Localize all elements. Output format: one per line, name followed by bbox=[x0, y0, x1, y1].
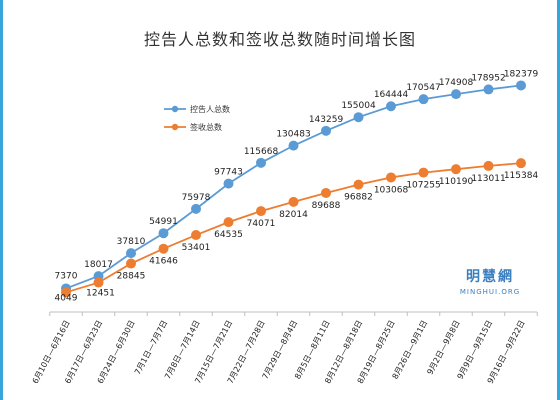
data-label: 143259 bbox=[309, 115, 344, 125]
data-label: 12451 bbox=[86, 289, 115, 299]
data-label: 155004 bbox=[341, 101, 376, 111]
data-point bbox=[191, 230, 201, 241]
x-tick-label: 8月5日—8月11日 bbox=[293, 319, 332, 381]
data-label: 113011 bbox=[471, 174, 505, 184]
minghui-watermark: 明慧網 MINGHUI.ORG bbox=[460, 268, 520, 296]
legend-label: 控告人总数 bbox=[190, 104, 230, 114]
x-tick-label: 7月1日—7月7日 bbox=[133, 319, 169, 377]
legend-marker bbox=[171, 123, 179, 131]
data-label: 75978 bbox=[182, 193, 211, 203]
data-point bbox=[418, 94, 429, 105]
x-tick-label: 9月16日—9月22日 bbox=[486, 319, 527, 386]
x-tick-label: 7月29日—8月4日 bbox=[261, 319, 300, 381]
x-tick-label: 7月8日—7月14日 bbox=[163, 319, 202, 381]
data-label: 182379 bbox=[504, 69, 539, 79]
data-label: 97743 bbox=[214, 168, 243, 178]
data-point bbox=[158, 243, 169, 254]
data-label: 96882 bbox=[344, 193, 373, 203]
data-label: 130483 bbox=[276, 130, 310, 140]
data-label: 4049 bbox=[55, 293, 78, 303]
data-point bbox=[483, 160, 494, 171]
data-label: 115384 bbox=[504, 171, 539, 181]
data-label: 28845 bbox=[117, 272, 146, 282]
data-point bbox=[288, 196, 299, 207]
series-layer bbox=[61, 80, 526, 298]
data-point bbox=[126, 248, 136, 259]
data-point bbox=[158, 228, 169, 239]
data-point bbox=[451, 164, 461, 175]
watermark-line1: 明慧網 bbox=[466, 268, 514, 285]
data-point bbox=[288, 140, 299, 151]
legend-marker bbox=[171, 105, 179, 113]
watermark-line2: MINGHUI.ORG bbox=[460, 288, 520, 296]
data-point bbox=[93, 277, 104, 288]
data-point bbox=[321, 125, 331, 136]
x-tick-label: 8月26日—9月1日 bbox=[391, 319, 430, 381]
data-label: 41646 bbox=[149, 257, 178, 267]
data-point bbox=[516, 80, 526, 91]
data-label: 37810 bbox=[117, 237, 146, 247]
data-point bbox=[256, 157, 266, 168]
legend-label: 签收总数 bbox=[190, 122, 222, 132]
data-label: 174908 bbox=[439, 78, 474, 88]
data-point bbox=[223, 178, 234, 189]
data-label: 89688 bbox=[312, 201, 341, 211]
data-label: 164444 bbox=[374, 90, 409, 100]
data-point bbox=[451, 89, 461, 100]
data-label: 53401 bbox=[182, 243, 211, 253]
data-label: 110190 bbox=[439, 177, 474, 187]
data-label: 178952 bbox=[471, 73, 505, 83]
data-label: 115668 bbox=[244, 147, 279, 157]
x-tick-label: 6月24日—6月30日 bbox=[96, 319, 137, 386]
data-point bbox=[321, 187, 331, 198]
data-point bbox=[256, 206, 266, 217]
data-point bbox=[483, 84, 494, 95]
data-point bbox=[223, 217, 234, 228]
data-label: 107255 bbox=[406, 181, 440, 191]
data-point bbox=[353, 179, 364, 190]
data-label: 82014 bbox=[279, 210, 308, 220]
chart-title: 控告人总数和签收总数随时间增长图 bbox=[143, 30, 416, 49]
data-point bbox=[61, 287, 71, 298]
data-label: 64535 bbox=[214, 230, 243, 240]
x-tick-labels: 6月10日—6月16日6月17日—6月23日6月24日—6月30日7月1日—7月… bbox=[31, 319, 527, 386]
data-point bbox=[386, 101, 396, 112]
legend-entry: 控告人总数 bbox=[164, 104, 230, 114]
x-axis bbox=[49, 311, 538, 316]
series-2 bbox=[61, 158, 526, 298]
data-label: 54991 bbox=[149, 217, 178, 227]
data-point bbox=[353, 112, 364, 123]
x-tick-label: 9月9日—9月15日 bbox=[456, 319, 495, 381]
data-label: 18017 bbox=[84, 260, 113, 270]
data-point bbox=[516, 158, 526, 169]
data-point bbox=[386, 172, 396, 183]
data-point bbox=[191, 203, 201, 214]
data-label: 74071 bbox=[247, 219, 276, 229]
legend-entry: 签收总数 bbox=[164, 122, 222, 132]
data-point bbox=[418, 167, 429, 178]
data-label: 103068 bbox=[374, 185, 409, 195]
data-point bbox=[126, 258, 136, 269]
data-label: 170547 bbox=[406, 83, 440, 93]
x-tick-label: 9月2日—9月8日 bbox=[425, 319, 461, 377]
data-label: 7370 bbox=[55, 271, 78, 281]
